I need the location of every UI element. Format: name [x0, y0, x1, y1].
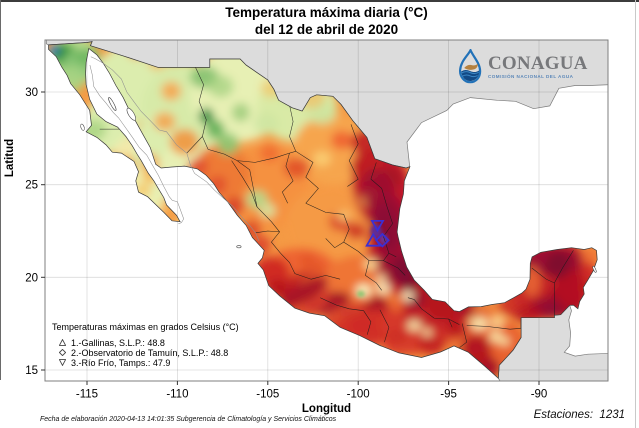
x-tick-labels: -115 -110 -105 -100 -95 -90 — [76, 389, 547, 401]
station-markers — [365, 220, 390, 248]
conagua-wordmark: CONAGUA — [488, 53, 588, 74]
left-edge-line — [0, 0, 1, 380]
temperature-field — [48, 41, 598, 379]
water-drop-eagle-icon — [459, 49, 482, 84]
islands — [80, 97, 597, 273]
x-tick-label: -90 — [531, 389, 548, 401]
map-title-line1: Temperatura máxima diaria (°C) — [225, 5, 428, 20]
map-title: Temperatura máxima diaria (°C) del 12 de… — [45, 5, 608, 38]
station-marker-rio-frio — [370, 220, 385, 233]
station-marker-tamuin — [374, 232, 390, 248]
conagua-logo: CONAGUA COMISIÓN NACIONAL DEL AGUA — [457, 49, 588, 87]
diamond-marker-icon — [59, 349, 66, 357]
legend-item-tamuin: 2.-Observatorio de Tamuín, S.L.P.: 48.8 — [52, 348, 239, 358]
x-tick-label: -100 — [347, 389, 370, 401]
x-tick-label: -110 — [166, 389, 188, 401]
conagua-logo-text: CONAGUA COMISIÓN NACIONAL DEL AGUA — [488, 53, 588, 79]
elaboration-date-note: Fecha de elaboración 2020-04-13 14:01:35… — [40, 415, 337, 423]
conagua-subtitle: COMISIÓN NACIONAL DEL AGUA — [488, 73, 574, 79]
state-boundaries — [99, 67, 574, 348]
triangle-up-marker-icon — [59, 339, 66, 347]
y-tick-label: 30 — [25, 87, 38, 99]
legend-title: Temperaturas máximas en grados Celsius (… — [52, 322, 239, 332]
x-tick-label: -95 — [440, 389, 457, 401]
plot-frame — [44, 39, 609, 382]
baja-east-coastline — [89, 65, 185, 225]
x-tick-label: -115 — [76, 389, 98, 401]
x-tick-label: -105 — [256, 389, 279, 401]
axis-ticks — [41, 91, 540, 385]
map-title-line2: del 12 de abril de 2020 — [254, 21, 399, 37]
y-tick-label: 20 — [25, 272, 38, 284]
top-edge-line — [0, 0, 639, 2]
sinaloa-coastline — [90, 56, 260, 242]
stations-count: Estaciones: 1231 — [533, 409, 625, 421]
legend-item-label: 1.-Gallinas, S.L.P.: 48.8 — [71, 337, 165, 348]
triangle-down-marker-icon — [59, 359, 66, 366]
legend-item-gallinas: 1.-Gallinas, S.L.P.: 48.8 — [52, 338, 239, 348]
y-axis-title: Latitud — [4, 138, 16, 178]
mexico-field-outline — [48, 41, 598, 380]
x-axis-title: Longitud — [301, 402, 352, 415]
right-edge-line — [635, 0, 636, 428]
y-tick-label: 25 — [25, 180, 38, 192]
legend-item-label: 3.-Río Frío, Tamps.: 47.9 — [71, 357, 171, 368]
legend-item-label: 2.-Observatorio de Tamuín, S.L.P.: 48.8 — [71, 347, 229, 358]
y-tick-label: 15 — [25, 365, 38, 377]
y-tick-labels: 30 25 20 15 — [25, 87, 38, 377]
legend-item-rio-frio: 3.-Río Frío, Tamps.: 47.9 — [52, 358, 239, 368]
legend: Temperaturas máximas en grados Celsius (… — [52, 322, 239, 368]
